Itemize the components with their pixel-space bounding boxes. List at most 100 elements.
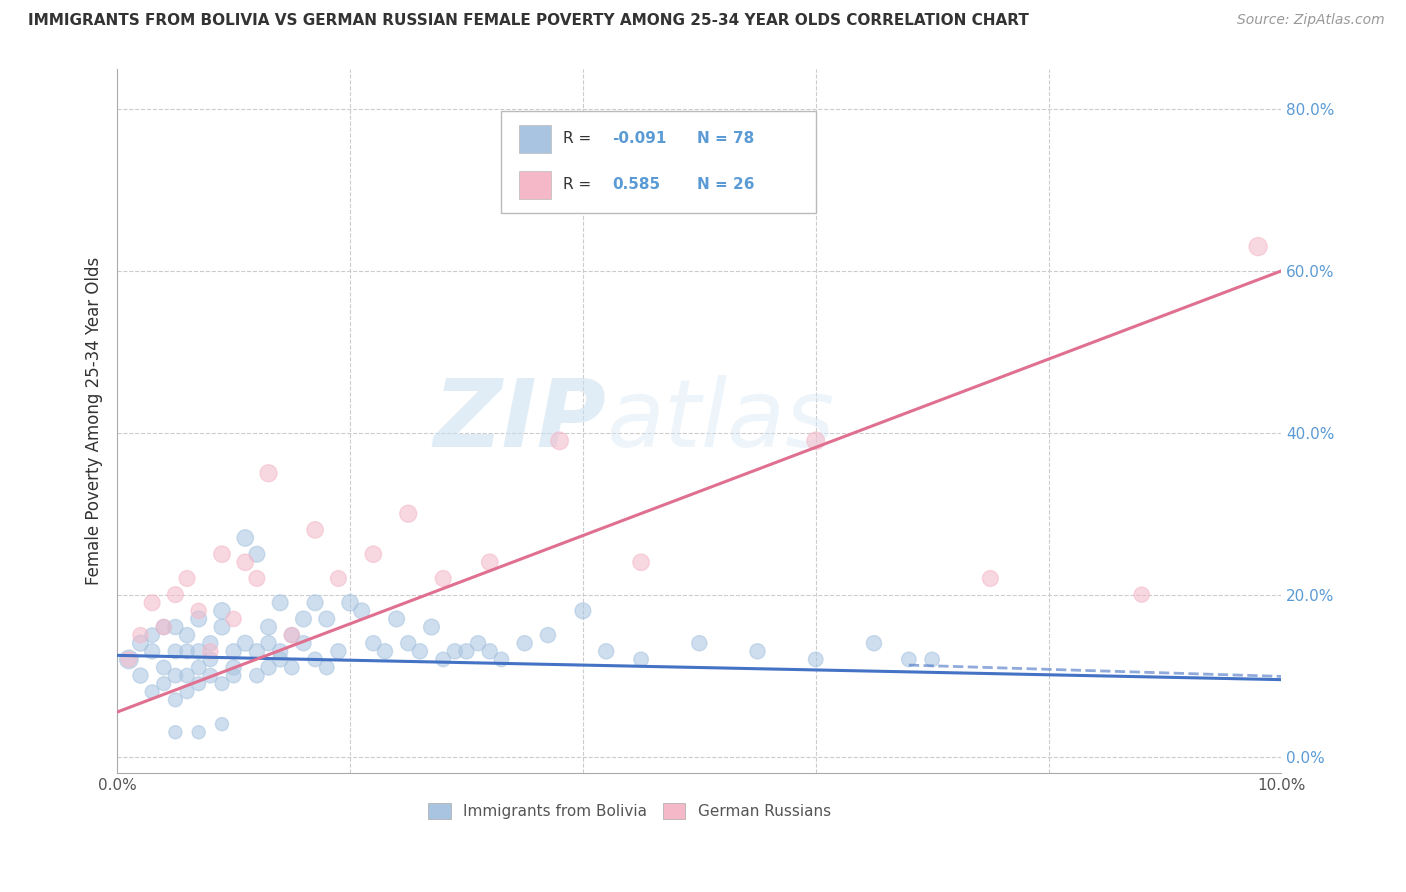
Point xyxy=(478,555,501,569)
Point xyxy=(246,572,269,586)
Point xyxy=(432,572,454,586)
Point xyxy=(176,668,198,682)
Point xyxy=(222,644,245,658)
Point xyxy=(979,572,1001,586)
Point xyxy=(165,725,187,739)
Point xyxy=(187,604,209,618)
Point xyxy=(537,628,560,642)
Text: 0.585: 0.585 xyxy=(612,178,659,192)
FancyBboxPatch shape xyxy=(502,111,815,213)
Point xyxy=(165,620,187,634)
Point xyxy=(572,604,595,618)
Point xyxy=(165,588,187,602)
Point xyxy=(467,636,489,650)
Point xyxy=(456,644,478,658)
Point xyxy=(187,676,209,690)
Point xyxy=(257,467,280,481)
Point xyxy=(246,668,269,682)
Point xyxy=(747,644,769,658)
Text: Source: ZipAtlas.com: Source: ZipAtlas.com xyxy=(1237,13,1385,28)
Point xyxy=(630,652,652,666)
Point xyxy=(129,668,152,682)
Point xyxy=(897,652,920,666)
Point xyxy=(176,628,198,642)
Point xyxy=(257,636,280,650)
Point xyxy=(304,596,326,610)
Point xyxy=(688,636,710,650)
Point xyxy=(165,644,187,658)
Point xyxy=(165,668,187,682)
Point xyxy=(211,620,233,634)
Point xyxy=(233,636,256,650)
Text: N = 26: N = 26 xyxy=(697,178,755,192)
Point xyxy=(491,652,513,666)
Point xyxy=(200,636,222,650)
Point xyxy=(187,725,209,739)
Point xyxy=(187,660,209,674)
Legend: Immigrants from Bolivia, German Russians: Immigrants from Bolivia, German Russians xyxy=(422,797,837,825)
Text: ZIP: ZIP xyxy=(433,375,606,467)
Point xyxy=(409,644,432,658)
Point xyxy=(246,547,269,561)
Point xyxy=(187,644,209,658)
Point xyxy=(304,652,326,666)
Point xyxy=(269,652,291,666)
FancyBboxPatch shape xyxy=(519,170,551,199)
Point xyxy=(420,620,443,634)
Point xyxy=(141,685,163,699)
Point xyxy=(281,628,304,642)
Point xyxy=(328,644,350,658)
Point xyxy=(211,547,233,561)
Point xyxy=(222,668,245,682)
Point xyxy=(315,612,337,626)
Point xyxy=(187,612,209,626)
Point xyxy=(1247,239,1270,253)
Point xyxy=(176,685,198,699)
Point xyxy=(432,652,454,666)
Point xyxy=(222,612,245,626)
Point xyxy=(921,652,943,666)
FancyBboxPatch shape xyxy=(519,125,551,153)
Text: N = 78: N = 78 xyxy=(697,131,754,146)
Point xyxy=(141,596,163,610)
Point xyxy=(200,644,222,658)
Point xyxy=(118,652,141,666)
Point xyxy=(443,644,465,658)
Point xyxy=(595,644,617,658)
Text: atlas: atlas xyxy=(606,376,834,467)
Point xyxy=(233,555,256,569)
Point xyxy=(269,644,291,658)
Point xyxy=(211,676,233,690)
Point xyxy=(292,612,315,626)
Point xyxy=(200,668,222,682)
Point xyxy=(478,644,501,658)
Point xyxy=(804,652,827,666)
Point xyxy=(257,620,280,634)
Point xyxy=(350,604,373,618)
Point xyxy=(363,547,385,561)
Point xyxy=(211,604,233,618)
Point xyxy=(1130,588,1153,602)
Point xyxy=(304,523,326,537)
Point xyxy=(211,717,233,731)
Point xyxy=(257,660,280,674)
Point xyxy=(176,572,198,586)
Point xyxy=(222,660,245,674)
Point xyxy=(363,636,385,650)
Point xyxy=(315,660,337,674)
Point xyxy=(152,620,174,634)
Point xyxy=(269,596,291,610)
Point xyxy=(246,644,269,658)
Point xyxy=(804,434,827,448)
Point xyxy=(385,612,408,626)
Point xyxy=(328,572,350,586)
Point xyxy=(165,693,187,707)
Point xyxy=(152,620,174,634)
Point xyxy=(396,636,419,650)
Text: -0.091: -0.091 xyxy=(612,131,666,146)
Point xyxy=(513,636,536,650)
Text: R =: R = xyxy=(562,178,596,192)
Point xyxy=(152,676,174,690)
Point xyxy=(292,636,315,650)
Point xyxy=(129,636,152,650)
